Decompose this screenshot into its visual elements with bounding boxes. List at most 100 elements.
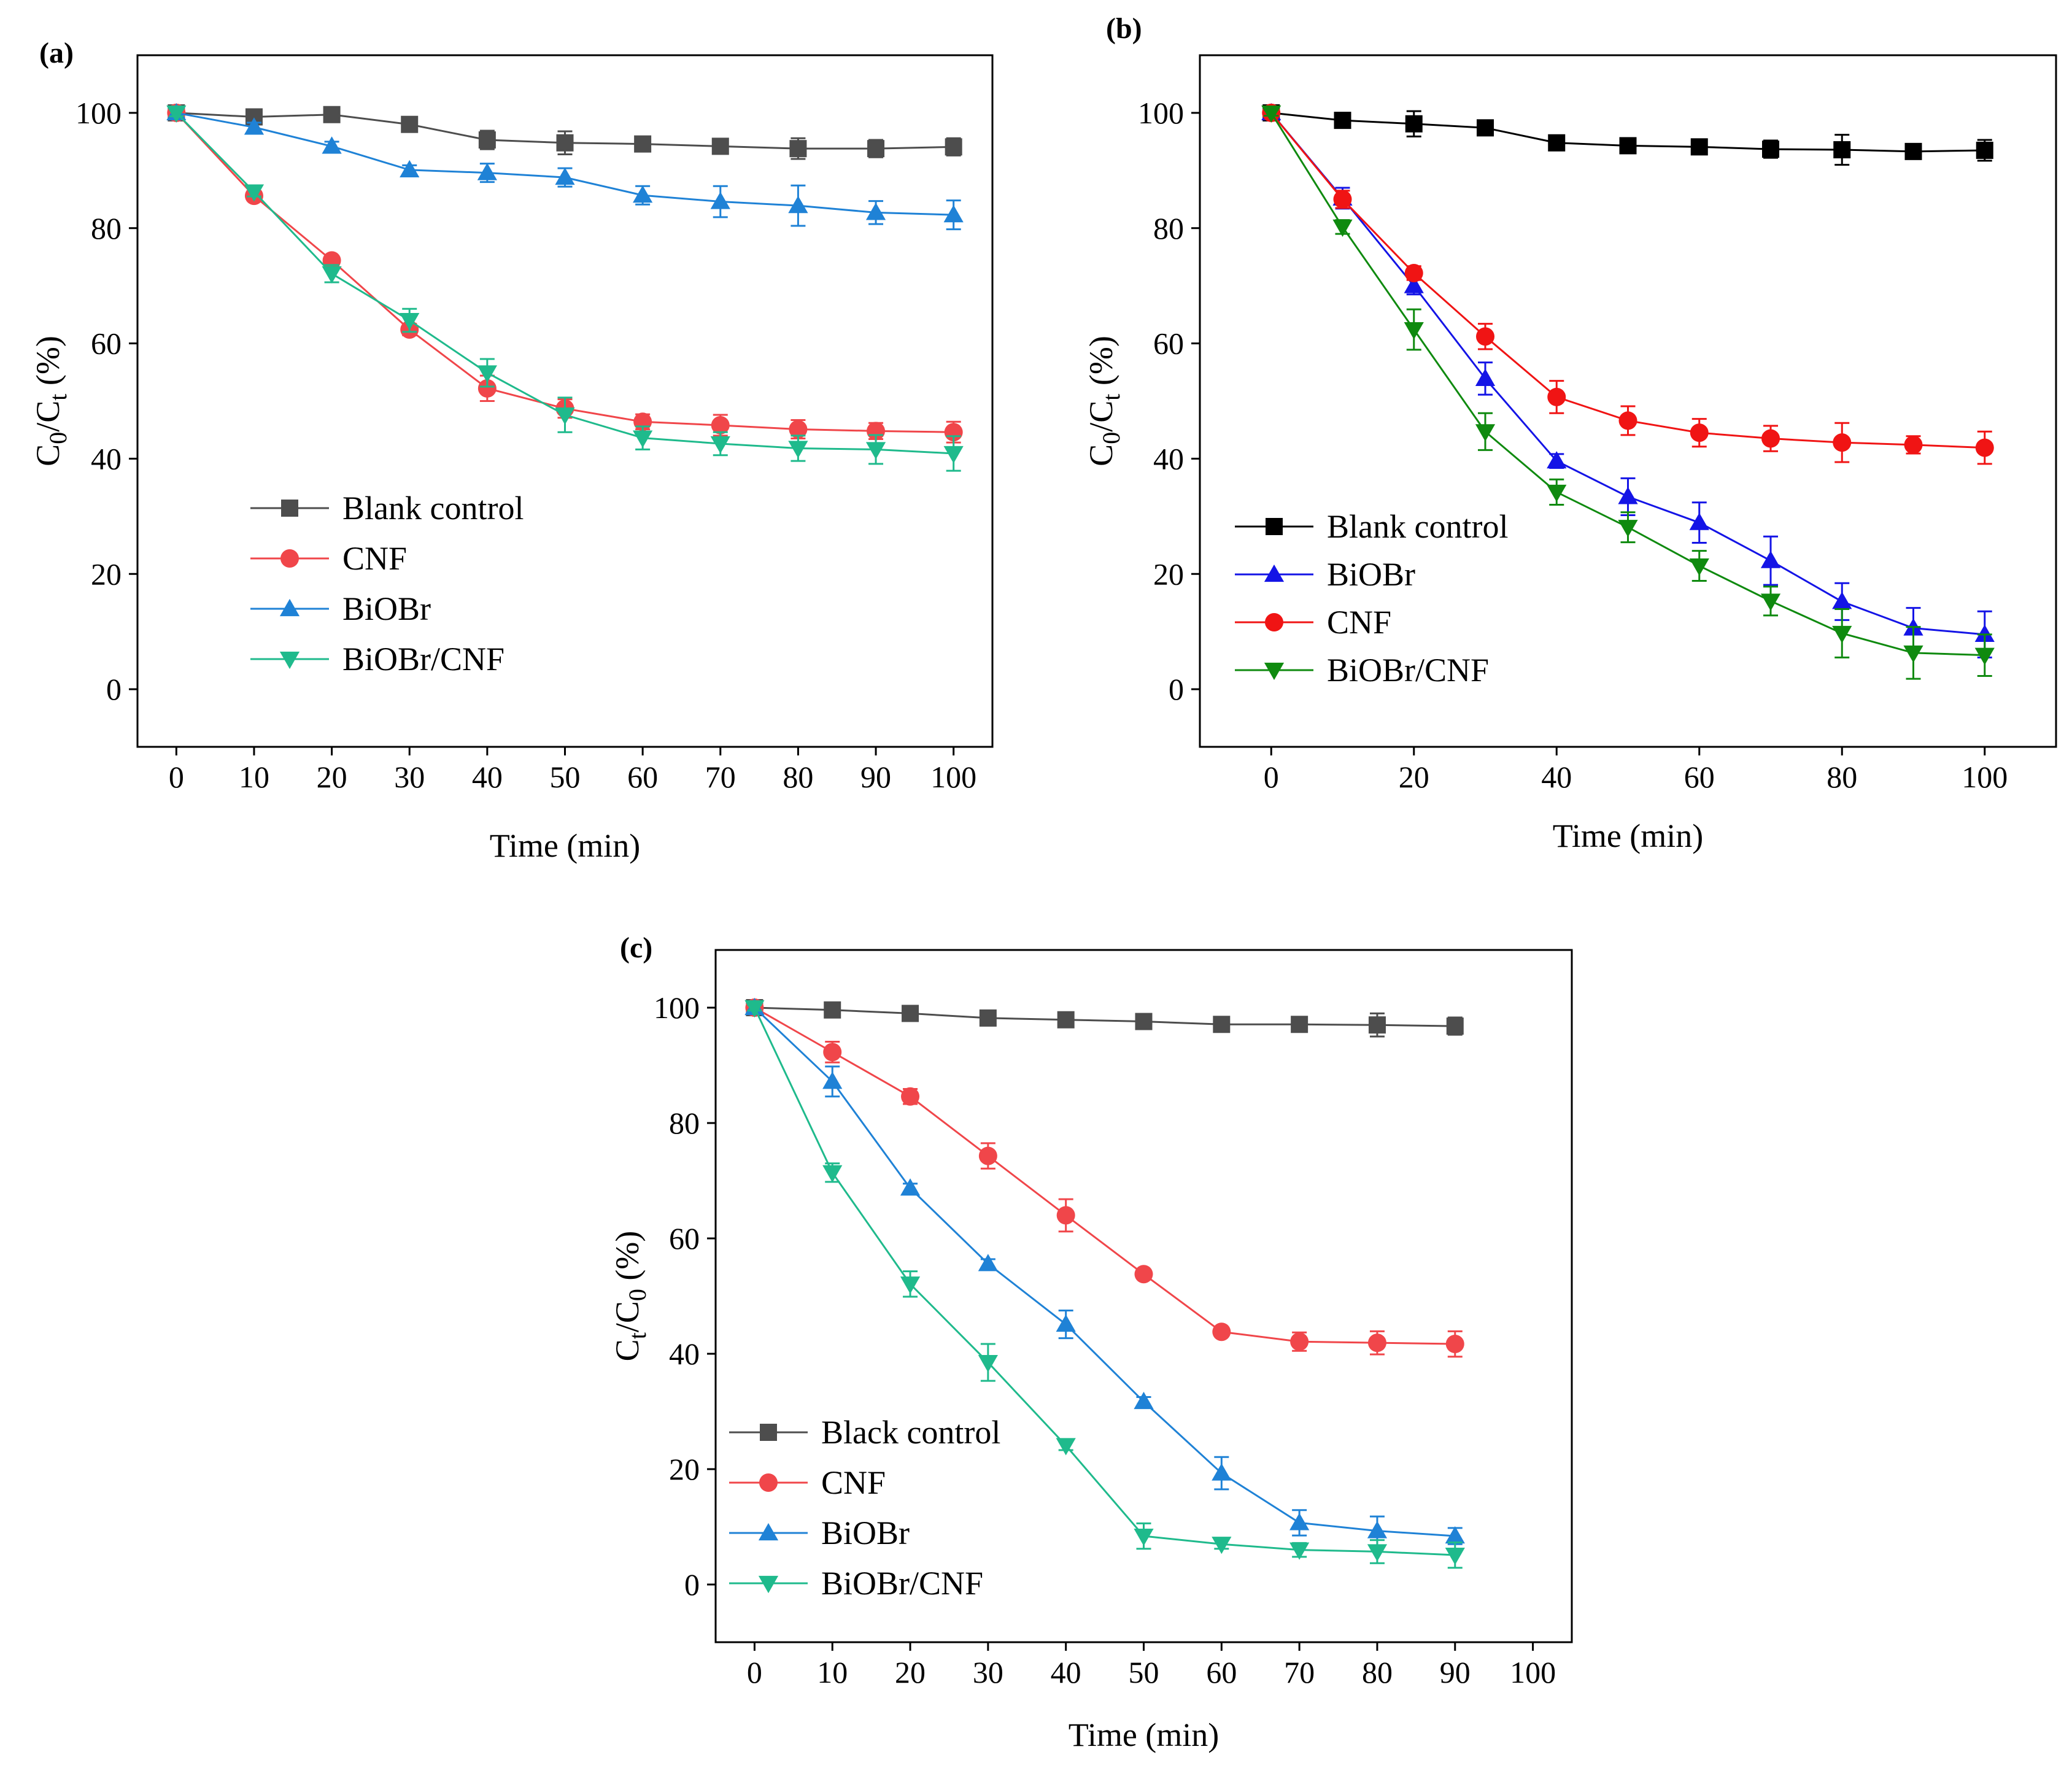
x-tick-label: 50 (550, 760, 581, 794)
y-tick-label: 100 (654, 990, 700, 1025)
data-point (1334, 112, 1351, 129)
x-tick-label: 20 (317, 760, 347, 794)
legend-marker (1264, 564, 1285, 582)
data-point (1760, 550, 1781, 568)
data-point (900, 1276, 921, 1294)
data-point (1619, 137, 1637, 155)
x-tick-label: 80 (783, 760, 813, 794)
y-tick-label: 60 (91, 326, 122, 361)
y-axis-title-part: C (1083, 444, 1119, 466)
data-point (1134, 1265, 1153, 1284)
legend-marker (279, 598, 300, 617)
x-tick-label: 100 (930, 760, 976, 794)
x-tick-label: 80 (1362, 1655, 1393, 1689)
data-point (1212, 1322, 1231, 1341)
data-point (822, 1071, 843, 1089)
series-line (754, 1007, 1455, 1556)
data-point (710, 436, 730, 454)
y-axis-title: C0/Ct (%) (29, 336, 72, 466)
legend-label: BiOBr (821, 1515, 910, 1551)
legend-label: CNF (342, 540, 407, 577)
data-point (1689, 512, 1709, 530)
data-point (788, 441, 808, 458)
panel-label: (b) (1106, 12, 1142, 45)
legend-label: BiOBr/CNF (1327, 652, 1489, 689)
x-tick-label: 40 (472, 760, 503, 794)
x-tick-label: 60 (1684, 760, 1715, 794)
x-tick-label: 60 (627, 760, 658, 794)
data-point (1832, 592, 1852, 609)
y-axis-title-subscript: 0 (624, 1289, 651, 1301)
data-point (1618, 411, 1637, 430)
legend-label: BiOBr (1327, 556, 1415, 593)
data-point (1291, 1016, 1309, 1033)
x-tick-label: 100 (1962, 760, 2008, 794)
y-tick-label: 20 (1153, 557, 1184, 591)
x-tick-label: 0 (169, 760, 184, 794)
legend-label: Black control (821, 1414, 1000, 1451)
series-line (754, 1006, 1455, 1027)
data-point (556, 134, 574, 152)
y-axis-title-part: /C (609, 1301, 646, 1332)
series-biobr (744, 997, 1465, 1546)
data-point (1833, 141, 1851, 159)
data-point (323, 106, 341, 123)
y-axis-title-subscript: t (44, 394, 72, 401)
chart-panel-b: 0 20 40 60 80 100 0 20 40 60 80 100 Time (min) C0/Ct … (1083, 12, 2057, 854)
y-axis-title-part: /C (29, 401, 66, 432)
x-tick-label: 70 (705, 760, 736, 794)
y-axis-title-part: (%) (1083, 336, 1119, 393)
data-point (1476, 327, 1494, 346)
legend-label: BiOBr/CNF (342, 641, 504, 677)
data-point (1134, 1391, 1154, 1410)
data-point (1261, 105, 1281, 123)
x-tick-label: 20 (1399, 760, 1429, 794)
y-tick-label: 20 (91, 557, 122, 591)
plot-frame (1199, 54, 2057, 748)
legend: Blank control BiOBr CNF BiOBr/CNF (1235, 508, 1508, 689)
data-point (400, 312, 420, 331)
data-point (322, 136, 342, 154)
legend-marker (758, 1523, 779, 1541)
series-blank-control (1262, 104, 1993, 166)
data-point (1057, 1011, 1075, 1029)
y-tick-label: 0 (106, 672, 122, 706)
data-point (401, 115, 419, 133)
data-point (244, 184, 265, 202)
data-point (1904, 142, 1922, 160)
x-tick-label: 30 (394, 760, 425, 794)
data-point (1333, 190, 1352, 209)
y-tick-label: 40 (669, 1337, 700, 1371)
x-axis-title: Time (min) (1553, 817, 1704, 854)
data-point (1367, 1544, 1388, 1562)
series-biobr-cnf (744, 1000, 1465, 1569)
y-tick-label: 80 (91, 211, 122, 245)
data-point (477, 365, 497, 383)
data-point (789, 420, 808, 439)
y-axis-title-part: /C (1083, 401, 1119, 432)
data-point (1368, 1016, 1386, 1034)
x-tick-label: 0 (747, 1655, 762, 1689)
panel-label: (c) (620, 932, 652, 964)
data-point (1974, 647, 1995, 665)
data-point (900, 1178, 921, 1196)
data-point (1475, 424, 1496, 442)
data-point (1618, 520, 1638, 538)
data-point (1056, 1314, 1076, 1332)
data-point (822, 1165, 843, 1183)
data-point (1690, 423, 1709, 442)
legend-label: BiOBr/CNF (821, 1565, 983, 1602)
data-point (710, 191, 730, 209)
data-point (1446, 1017, 1464, 1035)
data-point (1332, 219, 1353, 237)
data-point (1760, 593, 1781, 611)
data-point (477, 379, 497, 398)
data-point (945, 138, 962, 156)
legend-marker (1264, 662, 1285, 681)
data-point (1367, 1334, 1386, 1353)
x-tick-label: 40 (1541, 760, 1572, 794)
y-axis-title: Ct/C0 (%) (609, 1231, 651, 1362)
data-point (1548, 134, 1566, 152)
chart-panel-a: 0 10 20 30 40 50 60 70 80 90 100 0 20 40 60 80 100 Time (… (29, 37, 994, 864)
